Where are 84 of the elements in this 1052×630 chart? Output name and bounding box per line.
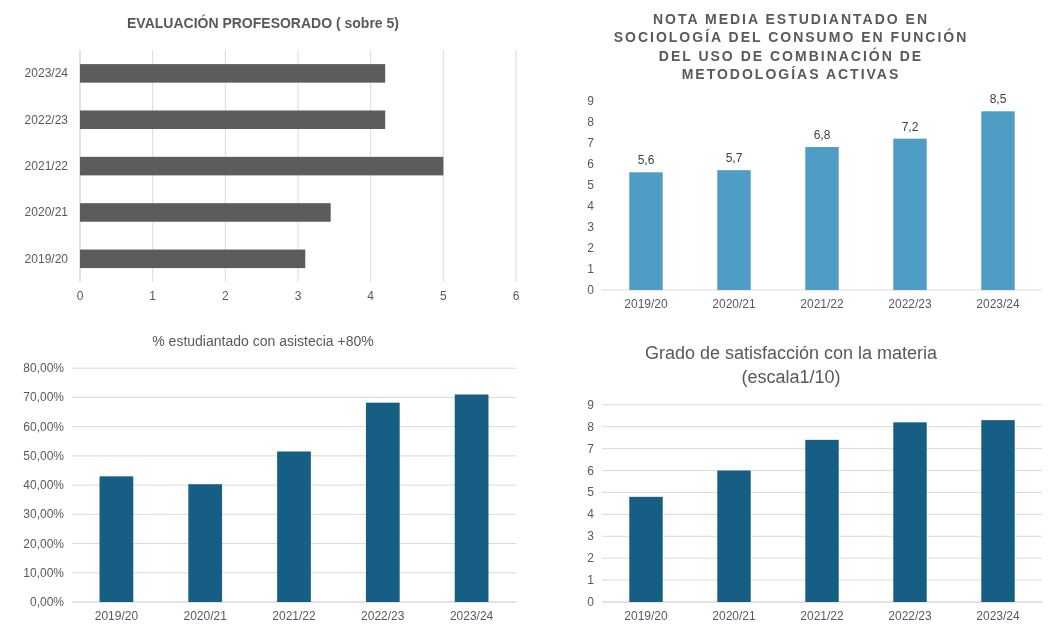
x-tick-label: 5 bbox=[439, 289, 447, 303]
chart-title: EVALUACIÓN PROFESORADO ( sobre 5) bbox=[127, 14, 399, 32]
y-tick-label: 8 bbox=[587, 114, 595, 129]
y-tick-label: 2020/21 bbox=[24, 205, 69, 220]
bar bbox=[893, 422, 927, 602]
y-tick-label: 7 bbox=[587, 135, 595, 150]
y-tick-label: 6 bbox=[587, 463, 595, 478]
y-tick-label: 0,00% bbox=[29, 595, 65, 609]
bar bbox=[80, 110, 386, 130]
bar bbox=[717, 170, 751, 290]
chart-title: Grado de satisfacción con la materia (escala1/10) bbox=[644, 343, 939, 387]
x-tick-label: 2020/21 bbox=[712, 297, 757, 311]
data-label: 8,5 bbox=[989, 92, 1007, 107]
x-tick-label: 2021/22 bbox=[800, 609, 845, 623]
y-tick-label: 60,00% bbox=[23, 419, 65, 434]
x-tick-label: 4 bbox=[367, 289, 375, 303]
bar bbox=[365, 402, 400, 602]
y-tick-label: 2022/23 bbox=[24, 112, 69, 127]
bar bbox=[454, 394, 489, 602]
y-tick-label: 2021/22 bbox=[24, 159, 69, 174]
bar bbox=[805, 147, 839, 290]
y-tick-label: 0 bbox=[587, 595, 595, 609]
y-tick-label: 5 bbox=[587, 485, 595, 500]
x-tick-label: 2019/20 bbox=[624, 609, 669, 623]
bar bbox=[188, 484, 223, 602]
x-tick-label: 2019/20 bbox=[94, 609, 139, 623]
x-tick-label: 2021/22 bbox=[272, 609, 317, 623]
x-tick-label: 2020/21 bbox=[183, 609, 228, 623]
y-tick-label: 2019/20 bbox=[24, 251, 69, 266]
y-tick-label: 5 bbox=[587, 177, 595, 192]
bar bbox=[277, 451, 311, 602]
y-tick-label: 3 bbox=[587, 529, 595, 544]
data-label: 7,2 bbox=[901, 119, 919, 134]
bar bbox=[80, 156, 444, 176]
y-tick-label: 40,00% bbox=[23, 478, 65, 493]
y-tick-label: 1 bbox=[587, 261, 595, 276]
bar bbox=[717, 470, 751, 602]
x-tick-label: 1 bbox=[149, 289, 157, 303]
x-tick-label: 6 bbox=[512, 289, 520, 303]
bar bbox=[629, 172, 663, 290]
bar bbox=[80, 203, 331, 222]
chart-title: % estudiantado con asistecia +80% bbox=[152, 333, 374, 350]
y-tick-label: 7 bbox=[587, 441, 595, 456]
x-tick-label: 2021/22 bbox=[800, 297, 845, 311]
bar bbox=[80, 64, 386, 83]
y-tick-label: 2023/24 bbox=[24, 66, 69, 81]
y-tick-label: 8 bbox=[587, 419, 595, 434]
y-tick-label: 4 bbox=[587, 198, 595, 213]
x-tick-label: 2 bbox=[221, 289, 229, 303]
bar bbox=[893, 138, 927, 290]
bar bbox=[805, 439, 839, 602]
x-tick-label: 2022/23 bbox=[888, 609, 933, 623]
y-tick-label: 1 bbox=[587, 573, 595, 588]
y-tick-label: 2 bbox=[587, 240, 595, 255]
y-tick-label: 3 bbox=[587, 219, 595, 234]
y-tick-label: 6 bbox=[587, 156, 595, 171]
y-tick-label: 70,00% bbox=[23, 390, 65, 405]
chart-title: NOTA MEDIA ESTUDIANTADO EN SOCIOLOGÍA DEL CONSUMO EN FUNCIÓN DEL USO DE COMBINACIÓN DE METODOLOGÍAS ACTIVAS bbox=[613, 11, 969, 82]
x-tick-label: 0 bbox=[76, 289, 84, 303]
y-tick-label: 10,00% bbox=[23, 565, 65, 580]
x-tick-label: 2023/24 bbox=[976, 609, 1021, 623]
y-tick-label: 30,00% bbox=[23, 507, 65, 522]
y-tick-label: 2 bbox=[587, 551, 595, 566]
y-tick-label: 9 bbox=[587, 397, 595, 412]
bar bbox=[80, 249, 306, 269]
x-tick-label: 2020/21 bbox=[712, 609, 757, 623]
bar bbox=[981, 420, 1015, 602]
y-tick-label: 9 bbox=[587, 93, 595, 108]
x-tick-label: 2023/24 bbox=[976, 297, 1021, 311]
bar bbox=[981, 111, 1015, 290]
y-tick-label: 80,00% bbox=[23, 361, 65, 376]
y-tick-label: 20,00% bbox=[23, 536, 65, 551]
data-label: 5,7 bbox=[725, 151, 743, 166]
y-tick-label: 50,00% bbox=[23, 448, 65, 463]
x-tick-label: 2023/24 bbox=[449, 609, 494, 623]
data-label: 5,6 bbox=[637, 153, 655, 168]
bar bbox=[99, 476, 134, 602]
x-tick-label: 2022/23 bbox=[361, 609, 405, 623]
bar bbox=[629, 496, 663, 602]
x-tick-label: 2019/20 bbox=[624, 297, 669, 311]
data-label: 6,8 bbox=[813, 128, 831, 143]
x-tick-label: 2022/23 bbox=[888, 297, 933, 311]
y-tick-label: 4 bbox=[587, 507, 595, 522]
x-tick-label: 3 bbox=[294, 289, 302, 303]
